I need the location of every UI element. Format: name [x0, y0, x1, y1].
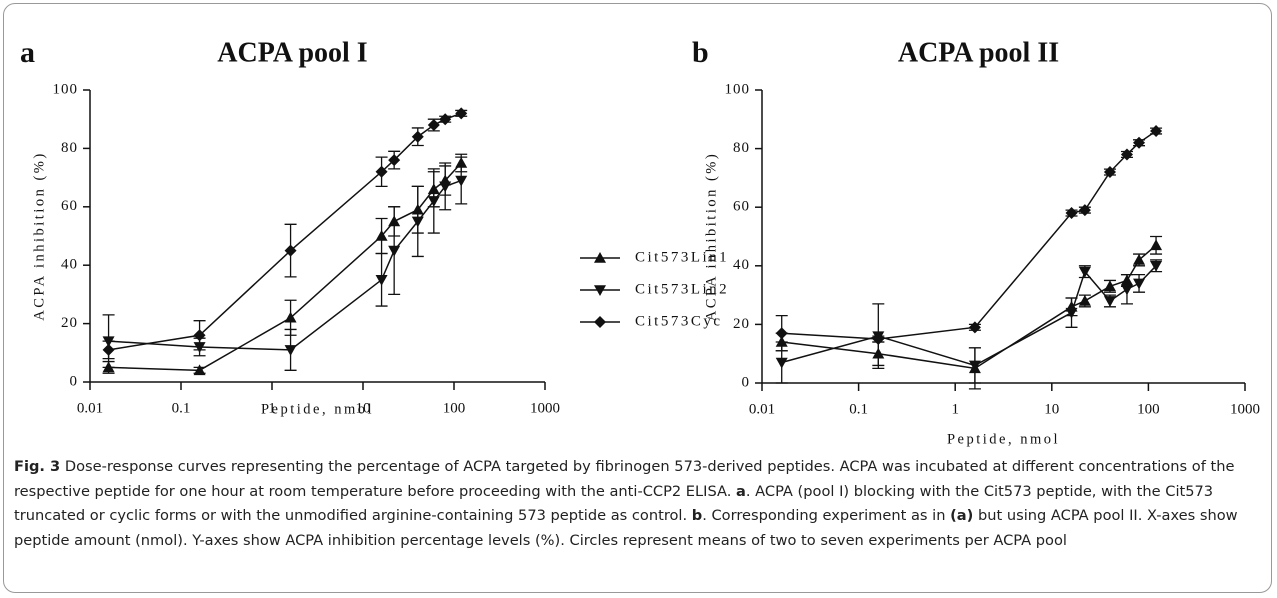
data-point [411, 130, 424, 143]
panel-letter: b [692, 36, 709, 69]
legend-label: Cit573Cyc [635, 313, 723, 329]
y-tick-label: 100 [725, 81, 751, 97]
series-line [781, 265, 1157, 367]
y-tick-label: 40 [733, 257, 750, 273]
y-tick-label: 100 [53, 81, 79, 97]
caption-text: . ACPA (pool I) blocking with the Cit573… [14, 482, 1218, 525]
panel-letter: a [20, 36, 35, 69]
y-tick-label: 20 [61, 315, 78, 331]
x-tick-label: 1000 [1230, 401, 1260, 417]
data-point [1065, 307, 1078, 319]
series-line [108, 179, 462, 351]
x-tick-label: 0.1 [849, 401, 868, 417]
x-tick-label: 0.01 [77, 400, 103, 416]
x-tick-label: 10 [356, 400, 371, 416]
y-axis-label: ACPA inhibition (%) [31, 151, 47, 320]
x-tick-label: 1 [951, 401, 959, 417]
y-tick-label: 60 [733, 199, 750, 215]
y-axis-label: ACPA inhibition (%) [703, 152, 719, 321]
data-point [284, 311, 297, 323]
data-point [1103, 166, 1116, 179]
series-line [108, 162, 462, 372]
data-point [968, 321, 981, 334]
series-line [781, 244, 1157, 370]
legend-marker [594, 285, 606, 296]
y-tick-label: 80 [61, 140, 78, 156]
legend-label: Cit573Lin2 [635, 281, 729, 297]
data-point [1078, 294, 1091, 306]
x-tick-label: 1 [268, 400, 276, 416]
data-point [775, 327, 788, 340]
caption-text: b [691, 507, 703, 524]
data-point [968, 360, 981, 372]
caption-text: Dose-response curves representing the pe… [14, 458, 1240, 500]
chart-title: ACPA pool II [898, 37, 1059, 68]
data-point [455, 107, 468, 120]
data-point [427, 196, 440, 207]
x-tick-label: 100 [1137, 401, 1160, 417]
data-point [375, 165, 388, 178]
data-point [1065, 207, 1078, 220]
data-point [455, 175, 468, 187]
caption-text: (a) [950, 507, 974, 524]
data-point [284, 345, 297, 356]
data-point [284, 244, 297, 257]
data-point [193, 329, 206, 342]
x-tick-label: 10 [1044, 401, 1059, 417]
data-point [1120, 284, 1133, 296]
figure-frame [3, 3, 1272, 593]
data-point [411, 216, 424, 228]
data-point [439, 181, 452, 193]
chart-title: ACPA pool I [217, 37, 367, 68]
series-line [781, 130, 1157, 340]
data-point [1133, 253, 1146, 265]
data-point [1150, 239, 1163, 251]
caption-text: but using ACPA pool II. X-axes show pept… [14, 507, 1243, 549]
caption-text: Fig. 3 [14, 458, 61, 475]
data-point [1078, 266, 1091, 278]
x-tick-label: 1000 [530, 400, 560, 416]
y-tick-label: 40 [61, 257, 78, 273]
data-point [1133, 278, 1146, 290]
x-tick-label: 100 [443, 400, 466, 416]
x-tick-label: 0.1 [172, 400, 191, 416]
data-point [1133, 136, 1146, 149]
data-point [388, 245, 401, 257]
x-tick-label: 0.01 [749, 401, 775, 417]
data-point [1150, 125, 1163, 138]
caption-text: a [736, 482, 746, 500]
data-point [388, 154, 401, 167]
data-point [439, 113, 452, 126]
y-tick-label: 60 [61, 198, 78, 214]
data-point [102, 343, 115, 356]
data-point [1120, 148, 1133, 161]
data-point [1078, 204, 1091, 217]
y-tick-label: 0 [70, 373, 79, 389]
y-tick-label: 80 [733, 140, 750, 156]
series-line [108, 112, 462, 351]
y-tick-label: 0 [742, 374, 751, 390]
x-axis-label: Peptide, nmol [947, 431, 1060, 447]
data-point [1150, 261, 1163, 272]
legend-marker [594, 316, 606, 328]
legend-label: Cit573Lin1 [635, 249, 729, 265]
data-point [427, 119, 440, 132]
legend-marker [594, 252, 606, 263]
data-point [375, 230, 388, 241]
data-point [1103, 280, 1116, 292]
data-point [872, 333, 885, 346]
data-point [375, 275, 388, 286]
x-axis-label: Peptide, nmol [261, 401, 374, 417]
caption: Fig. 3 Dose-response curves representing… [14, 455, 1264, 553]
y-tick-label: 20 [733, 316, 750, 332]
caption-text: . Corresponding experiment as in [702, 507, 951, 524]
data-point [775, 357, 788, 369]
data-point [193, 364, 206, 376]
data-point [1103, 296, 1116, 307]
